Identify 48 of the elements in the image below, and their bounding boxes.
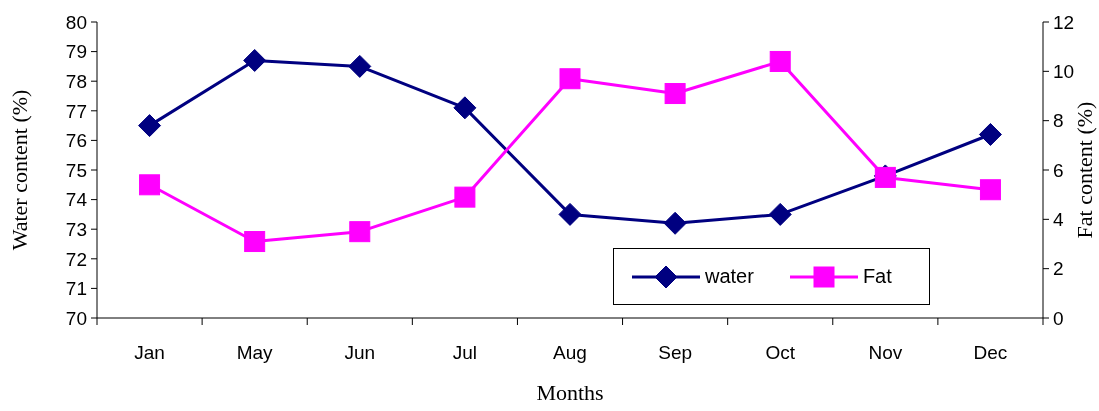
y-tick-label: 76: [65, 130, 87, 152]
y2-tick-label: 0: [1053, 307, 1064, 329]
y2-tick-label: 8: [1053, 110, 1064, 132]
y-tick-label: 74: [65, 189, 88, 211]
legend-label: Fat: [862, 265, 892, 288]
y-tick-label: 79: [65, 41, 87, 63]
y2-tick-label: 12: [1053, 11, 1075, 33]
x-tick-label: May: [236, 342, 274, 363]
x-tick-label: Aug: [553, 342, 587, 363]
point: [243, 48, 267, 72]
x-tick-label: Jan: [134, 342, 165, 363]
x-tick-label: Nov: [868, 342, 903, 363]
x-tick-label: Oct: [765, 342, 796, 363]
x-axis-title: Months: [536, 380, 604, 405]
point: [348, 54, 372, 78]
point: [664, 83, 686, 105]
y-tick-label: 78: [65, 70, 87, 92]
y2-tick-label: 6: [1053, 159, 1064, 181]
point: [979, 179, 1001, 201]
y-tick-label: 70: [65, 307, 87, 329]
point: [559, 68, 581, 90]
point: [349, 221, 371, 243]
legend-label: water: [705, 265, 754, 288]
point: [138, 114, 162, 138]
point: [769, 50, 791, 72]
y2-axis-title: Fat content (%): [1072, 101, 1098, 239]
point: [244, 231, 266, 253]
y-tick-label: 75: [65, 159, 87, 181]
x-tick-label: Sep: [658, 342, 693, 363]
point: [558, 202, 582, 226]
y-tick-label: 80: [65, 11, 87, 33]
point: [454, 186, 476, 208]
point: [768, 202, 792, 226]
x-tick-label: Jun: [344, 342, 376, 363]
y-tick-label: 73: [65, 218, 87, 240]
point: [978, 122, 1002, 146]
y-tick-label: 71: [65, 278, 87, 300]
y2-tick-label: 2: [1053, 258, 1064, 280]
x-tick-label: Jul: [452, 342, 478, 363]
y-tick-label: 77: [65, 100, 87, 122]
point: [453, 96, 477, 120]
x-tick-label: Dec: [973, 342, 1008, 363]
y2-tick-label: 10: [1053, 61, 1075, 83]
y-axis-title: Water content (%): [7, 89, 33, 251]
y2-tick-label: 4: [1053, 209, 1064, 231]
point: [139, 174, 161, 196]
y-tick-label: 72: [65, 248, 87, 270]
point: [663, 211, 687, 235]
